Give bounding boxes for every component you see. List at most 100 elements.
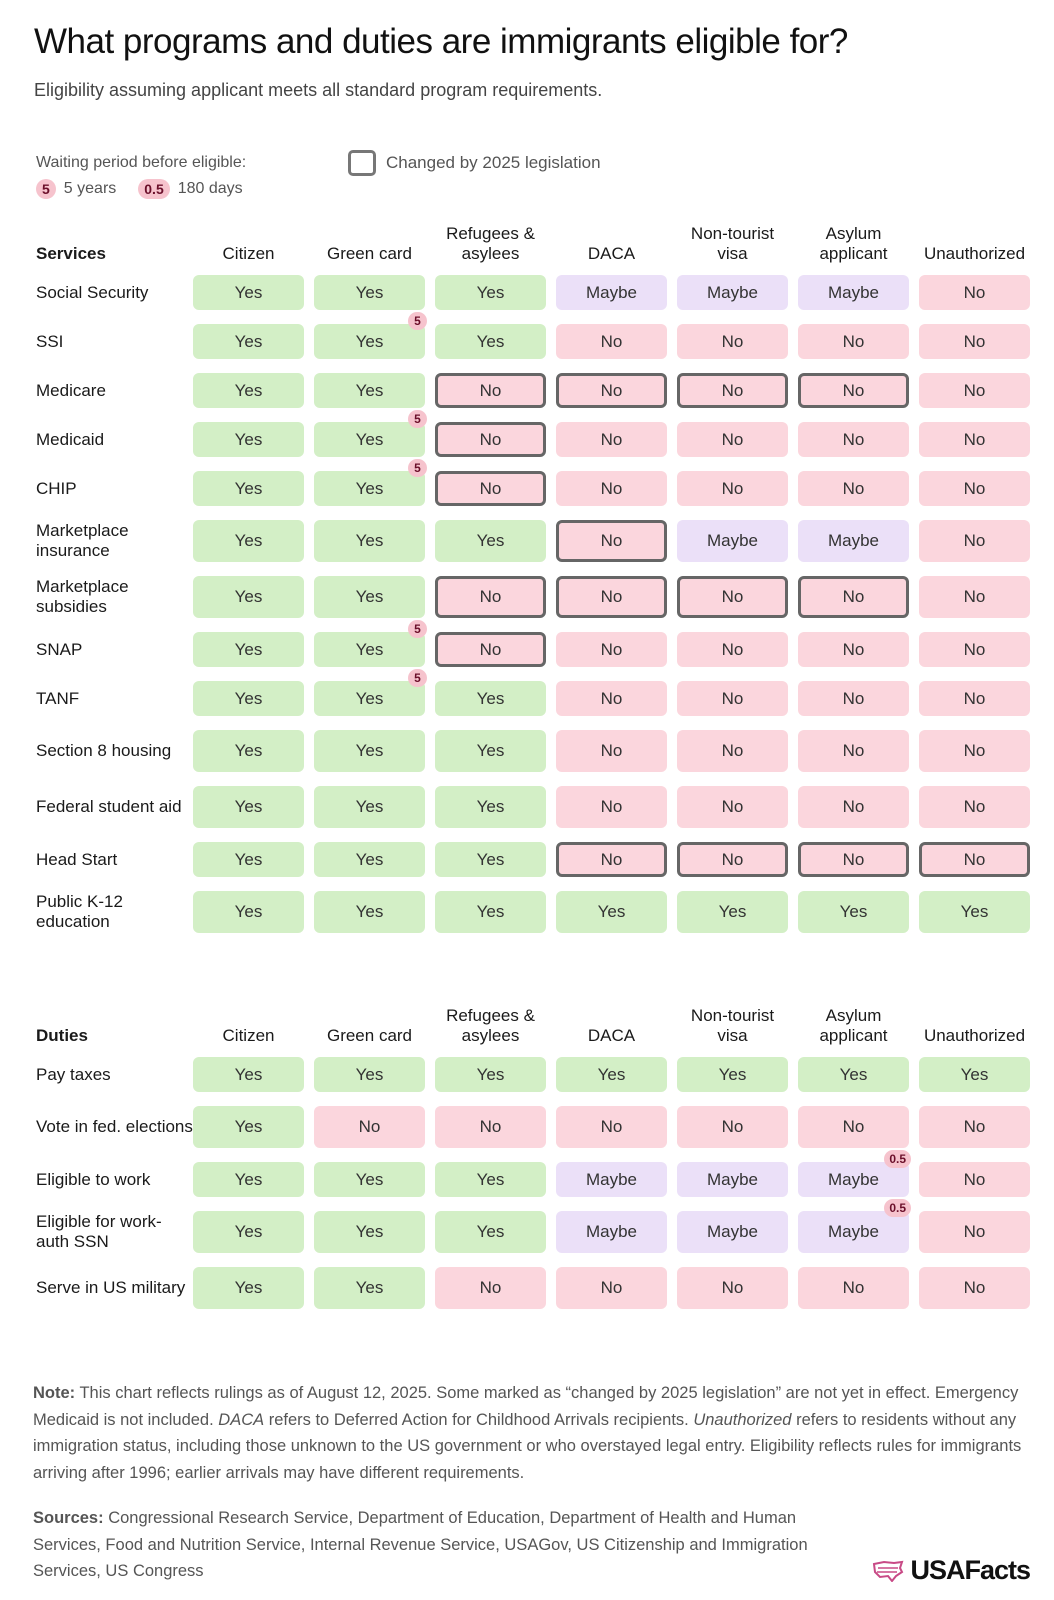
cell-value: Yes [476, 902, 505, 921]
table-row: TANF Yes Yes 5 Yes No No No No [36, 669, 1040, 723]
cell-value: Yes [355, 1278, 384, 1297]
cell-value: No [963, 331, 986, 351]
cell-value: No [479, 639, 502, 659]
table-row: Eligible for work-auth SSN Yes Yes Yes Maybe… [36, 1199, 1040, 1260]
eligibility-cell: Yes [798, 1057, 909, 1092]
eligibility-cell: No [556, 520, 667, 562]
eligibility-cell: Maybe [556, 1162, 667, 1197]
waiting-period-badge: 5 [408, 669, 427, 687]
cell-value: No [479, 587, 502, 606]
cell-value: No [842, 478, 865, 498]
eligibility-cell: No [919, 1211, 1030, 1253]
cell-value: Yes [355, 902, 384, 921]
row-label: Medicare [36, 380, 106, 400]
cell-value: Yes [355, 1222, 384, 1241]
eligibility-cell: No [919, 324, 1030, 359]
cell-value: Maybe [706, 531, 759, 550]
eligibility-cell: Yes [193, 324, 304, 359]
eligibility-cell: Maybe [798, 520, 909, 562]
cell-value: Yes [234, 1169, 263, 1189]
cell-value: Yes [355, 639, 384, 659]
cell-value: No [963, 688, 986, 708]
cell-value: Yes [234, 1278, 263, 1297]
eligibility-cell: Yes [435, 842, 546, 877]
duties-table: Duties Citizen Green card Refugees & asylee… [36, 1000, 1040, 1316]
cell-value: Yes [476, 1064, 505, 1084]
table-heading: Duties [36, 1026, 88, 1045]
eligibility-cell: Yes [435, 324, 546, 359]
row-label: Pay taxes [36, 1064, 111, 1084]
eligibility-cell: Yes [435, 681, 546, 716]
table-row: Medicaid Yes Yes 5 No No No No No [36, 410, 1040, 464]
cell-value: No [600, 531, 623, 550]
cell-value: No [479, 380, 502, 400]
eligibility-cell: No [556, 786, 667, 828]
cell-value: Yes [234, 331, 263, 351]
cell-value: Maybe [706, 282, 759, 302]
cell-value: Yes [355, 531, 384, 550]
cell-value: No [963, 587, 986, 606]
services-table: Services Citizen Green card Refugees & asyl… [36, 218, 1040, 940]
table-row: Medicare Yes Yes No No No No No [36, 366, 1040, 415]
eligibility-cell: Yes [435, 1211, 546, 1253]
cell-value: No [963, 1117, 986, 1136]
cell-value: Yes [234, 587, 263, 606]
cell-value: Maybe [827, 1222, 880, 1241]
cell-value: Yes [355, 282, 384, 302]
eligibility-cell: No [798, 422, 909, 457]
cell-value: No [600, 380, 623, 400]
eligibility-cell: No [677, 422, 788, 457]
table-header: Duties Citizen Green card Refugees & asylee… [36, 1000, 1040, 1050]
eligibility-cell: No [798, 471, 909, 506]
eligibility-cell: Yes 5 [314, 459, 427, 506]
cell-value: No [842, 1278, 865, 1297]
cell-value: No [600, 639, 623, 659]
eligibility-cell: No [677, 471, 788, 506]
cell-value: No [963, 1169, 986, 1189]
eligibility-cell: Maybe [677, 1211, 788, 1253]
cell-value: No [479, 1278, 502, 1297]
cell-value: Yes [476, 741, 505, 760]
cell-value: Maybe [706, 1222, 759, 1241]
cell-value: Maybe [585, 1222, 638, 1241]
cell-value: No [479, 429, 502, 449]
eligibility-cell: Yes [193, 632, 304, 667]
cell-value: No [842, 587, 865, 606]
eligibility-cell: Yes [314, 373, 425, 408]
eligibility-cell: Maybe [677, 275, 788, 310]
row-label: Federal student aid [36, 797, 182, 816]
cell-value: No [963, 380, 986, 400]
row-label: Vote in fed. elections [36, 1117, 193, 1136]
cell-value: No [600, 741, 623, 760]
legend-label-5-years: 5 years [63, 180, 117, 197]
eligibility-cell: Yes 5 [314, 620, 427, 667]
eligibility-cell: Yes [193, 471, 304, 506]
waiting-period-badge: 5 [408, 312, 427, 330]
cell-value: Yes [355, 849, 384, 869]
eligibility-cell: Yes [677, 891, 788, 933]
eligibility-cell: No [919, 730, 1030, 772]
eligibility-cell: Yes [193, 1057, 304, 1092]
eligibility-cell: No [556, 730, 667, 772]
eligibility-cell: Yes [193, 373, 304, 408]
cell-value: Yes [355, 331, 384, 351]
eligibility-cell: No [919, 681, 1030, 716]
eligibility-cell: Yes [435, 275, 546, 310]
cell-value: Yes [234, 902, 263, 921]
eligibility-cell: No [919, 786, 1030, 828]
cell-value: No [842, 688, 865, 708]
cell-value: Yes [597, 902, 626, 921]
sources: Sources: Congressional Research Service,… [33, 1505, 833, 1585]
eligibility-cell: Maybe [677, 1162, 788, 1197]
eligibility-cell: Yes 5 [314, 669, 427, 716]
eligibility-cell: Maybe [798, 275, 909, 310]
note: Note: This chart reflects rulings as of … [33, 1380, 1028, 1486]
table-row: Marketplace insurance Yes Yes Yes No Maybe May… [36, 513, 1040, 569]
eligibility-cell: No [435, 471, 546, 506]
eligibility-cell: No [919, 1106, 1030, 1148]
waiting-legend-label: Waiting period before eligible: [36, 154, 247, 171]
eligibility-cell: No [798, 786, 909, 828]
row-label: Medicaid [36, 429, 105, 449]
table-row: Head Start Yes Yes Yes No No No No [36, 835, 1040, 884]
